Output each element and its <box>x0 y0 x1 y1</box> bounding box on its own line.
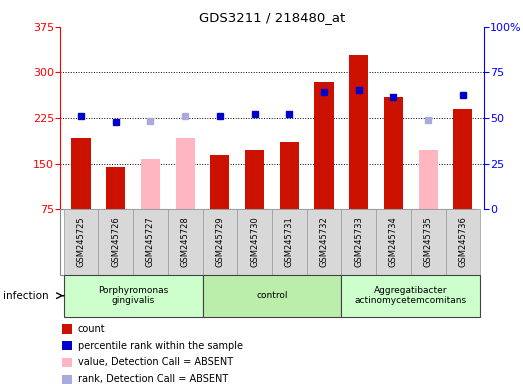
Text: GSM245725: GSM245725 <box>76 217 85 267</box>
Text: GSM245734: GSM245734 <box>389 217 398 267</box>
Bar <box>168 209 202 275</box>
Bar <box>72 137 90 209</box>
Text: GSM245727: GSM245727 <box>146 217 155 267</box>
Bar <box>342 275 480 317</box>
Text: count: count <box>78 324 106 334</box>
Text: percentile rank within the sample: percentile rank within the sample <box>78 341 243 351</box>
Bar <box>376 209 411 275</box>
Bar <box>133 209 168 275</box>
Text: GSM245730: GSM245730 <box>250 217 259 267</box>
Text: GSM245733: GSM245733 <box>354 217 363 267</box>
Bar <box>64 275 202 317</box>
Bar <box>176 137 195 209</box>
Bar <box>349 55 368 209</box>
Text: control: control <box>256 291 288 300</box>
Bar <box>245 150 264 209</box>
Text: rank, Detection Call = ABSENT: rank, Detection Call = ABSENT <box>78 374 228 384</box>
Bar <box>202 275 342 317</box>
Bar <box>62 341 72 351</box>
Bar <box>314 81 334 209</box>
Bar <box>106 167 125 209</box>
Bar <box>411 209 446 275</box>
Bar <box>62 324 72 334</box>
Text: GSM245728: GSM245728 <box>180 217 190 267</box>
Bar <box>237 209 272 275</box>
Bar <box>62 375 72 384</box>
Bar <box>280 142 299 209</box>
Bar <box>384 97 403 209</box>
Bar <box>210 155 230 209</box>
Text: GSM245732: GSM245732 <box>320 217 328 267</box>
Title: GDS3211 / 218480_at: GDS3211 / 218480_at <box>199 11 345 24</box>
Bar <box>141 159 160 209</box>
Bar <box>446 209 480 275</box>
Bar <box>342 209 376 275</box>
Text: Porphyromonas
gingivalis: Porphyromonas gingivalis <box>98 286 168 305</box>
Bar <box>62 358 72 367</box>
Text: GSM245735: GSM245735 <box>424 217 433 267</box>
Bar <box>272 209 306 275</box>
Text: Aggregatibacter
actinomycetemcomitans: Aggregatibacter actinomycetemcomitans <box>355 286 467 305</box>
Bar <box>419 150 438 209</box>
Text: GSM245736: GSM245736 <box>459 217 468 267</box>
Bar <box>306 209 342 275</box>
Text: GSM245731: GSM245731 <box>285 217 294 267</box>
Text: GSM245729: GSM245729 <box>215 217 224 267</box>
Bar <box>202 209 237 275</box>
Bar <box>64 209 98 275</box>
Text: GSM245726: GSM245726 <box>111 217 120 267</box>
Bar <box>98 209 133 275</box>
Text: value, Detection Call = ABSENT: value, Detection Call = ABSENT <box>78 358 233 367</box>
Text: infection: infection <box>3 291 48 301</box>
Bar <box>453 109 472 209</box>
